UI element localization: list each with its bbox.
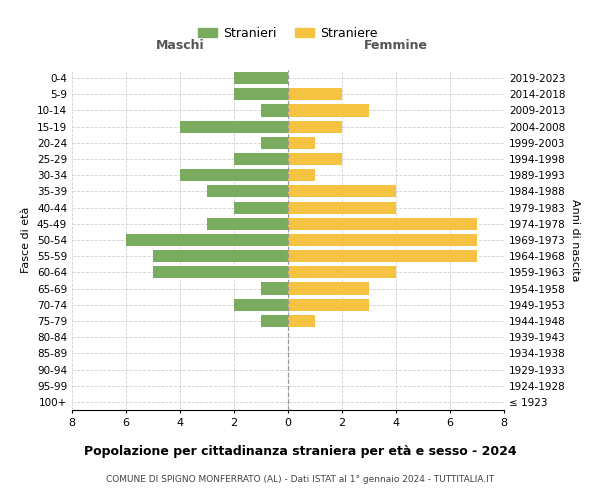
Bar xyxy=(288,153,342,165)
Text: COMUNE DI SPIGNO MONFERRATO (AL) - Dati ISTAT al 1° gennaio 2024 - TUTTITALIA.IT: COMUNE DI SPIGNO MONFERRATO (AL) - Dati … xyxy=(106,475,494,484)
Bar xyxy=(288,169,315,181)
Bar xyxy=(288,298,369,311)
Bar xyxy=(261,137,288,149)
Bar xyxy=(261,104,288,117)
Text: Femmine: Femmine xyxy=(364,40,428,52)
Bar xyxy=(288,250,477,262)
Bar xyxy=(153,266,288,278)
Bar xyxy=(288,266,396,278)
Bar xyxy=(234,298,288,311)
Bar xyxy=(261,282,288,294)
Bar xyxy=(234,72,288,84)
Bar xyxy=(234,88,288,101)
Bar xyxy=(180,169,288,181)
Bar xyxy=(288,202,396,213)
Legend: Stranieri, Straniere: Stranieri, Straniere xyxy=(193,22,383,45)
Bar xyxy=(288,104,369,117)
Bar xyxy=(288,120,342,132)
Bar xyxy=(126,234,288,246)
Bar xyxy=(261,315,288,327)
Bar xyxy=(288,137,315,149)
Bar xyxy=(207,218,288,230)
Bar xyxy=(207,186,288,198)
Bar xyxy=(288,234,477,246)
Bar xyxy=(288,186,396,198)
Bar xyxy=(180,120,288,132)
Bar xyxy=(288,218,477,230)
Y-axis label: Fasce di età: Fasce di età xyxy=(22,207,31,273)
Bar xyxy=(288,315,315,327)
Bar xyxy=(234,153,288,165)
Text: Popolazione per cittadinanza straniera per età e sesso - 2024: Popolazione per cittadinanza straniera p… xyxy=(83,445,517,458)
Y-axis label: Anni di nascita: Anni di nascita xyxy=(569,198,580,281)
Bar xyxy=(288,282,369,294)
Bar xyxy=(234,202,288,213)
Bar xyxy=(153,250,288,262)
Text: Maschi: Maschi xyxy=(155,40,205,52)
Bar xyxy=(288,88,342,101)
